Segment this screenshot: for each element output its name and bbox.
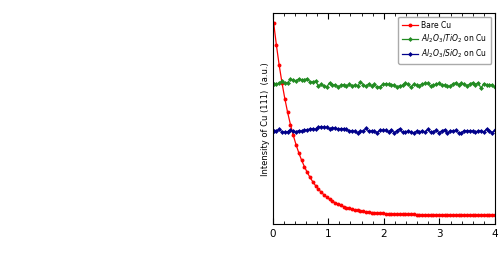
Bare Cu (467, 213, 473, 216)
Line: $Al_2O_3/SiO_2$ on Cu: $Al_2O_3/SiO_2$ on Cu (272, 125, 496, 135)
Bare Cu (402, 213, 408, 216)
$Al_2O_3/SiO_2$ on Cu (419, 129, 425, 132)
$Al_2O_3/SiO_2$ on Cu (492, 129, 498, 132)
$Al_2O_3/SiO_2$ on Cu (410, 131, 416, 134)
$Al_2O_3/TiO_2$ on Cu (424, 82, 430, 85)
$Al_2O_3/TiO_2$ on Cu (405, 83, 411, 86)
$Al_2O_3/SiO_2$ on Cu (408, 130, 414, 133)
$Al_2O_3/TiO_2$ on Cu (304, 77, 310, 80)
Y-axis label: Intensity of Cu (111)  (a.u.): Intensity of Cu (111) (a.u.) (260, 62, 270, 175)
$Al_2O_3/TiO_2$ on Cu (416, 84, 422, 87)
$Al_2O_3/TiO_2$ on Cu (270, 82, 276, 85)
$Al_2O_3/SiO_2$ on Cu (374, 131, 380, 134)
Bare Cu (422, 213, 428, 216)
Legend: Bare Cu, $Al_2O_3/TiO_2$ on Cu, $Al_2O_3/SiO_2$ on Cu: Bare Cu, $Al_2O_3/TiO_2$ on Cu, $Al_2O_3… (398, 17, 491, 64)
$Al_2O_3/TiO_2$ on Cu (408, 86, 414, 89)
$Al_2O_3/SiO_2$ on Cu (428, 131, 434, 134)
$Al_2O_3/TiO_2$ on Cu (470, 81, 476, 84)
Bare Cu (368, 211, 374, 214)
Bare Cu (492, 213, 498, 216)
$Al_2O_3/SiO_2$ on Cu (318, 125, 324, 128)
Line: Bare Cu: Bare Cu (272, 21, 497, 217)
$Al_2O_3/SiO_2$ on Cu (270, 130, 276, 133)
Bare Cu (270, 21, 276, 24)
$Al_2O_3/TiO_2$ on Cu (372, 83, 378, 86)
$Al_2O_3/SiO_2$ on Cu (354, 132, 360, 135)
$Al_2O_3/TiO_2$ on Cu (478, 87, 484, 90)
Line: $Al_2O_3/TiO_2$ on Cu: $Al_2O_3/TiO_2$ on Cu (272, 77, 496, 90)
Bare Cu (405, 213, 411, 216)
$Al_2O_3/SiO_2$ on Cu (472, 131, 478, 134)
Bare Cu (414, 213, 420, 216)
$Al_2O_3/TiO_2$ on Cu (492, 86, 498, 89)
